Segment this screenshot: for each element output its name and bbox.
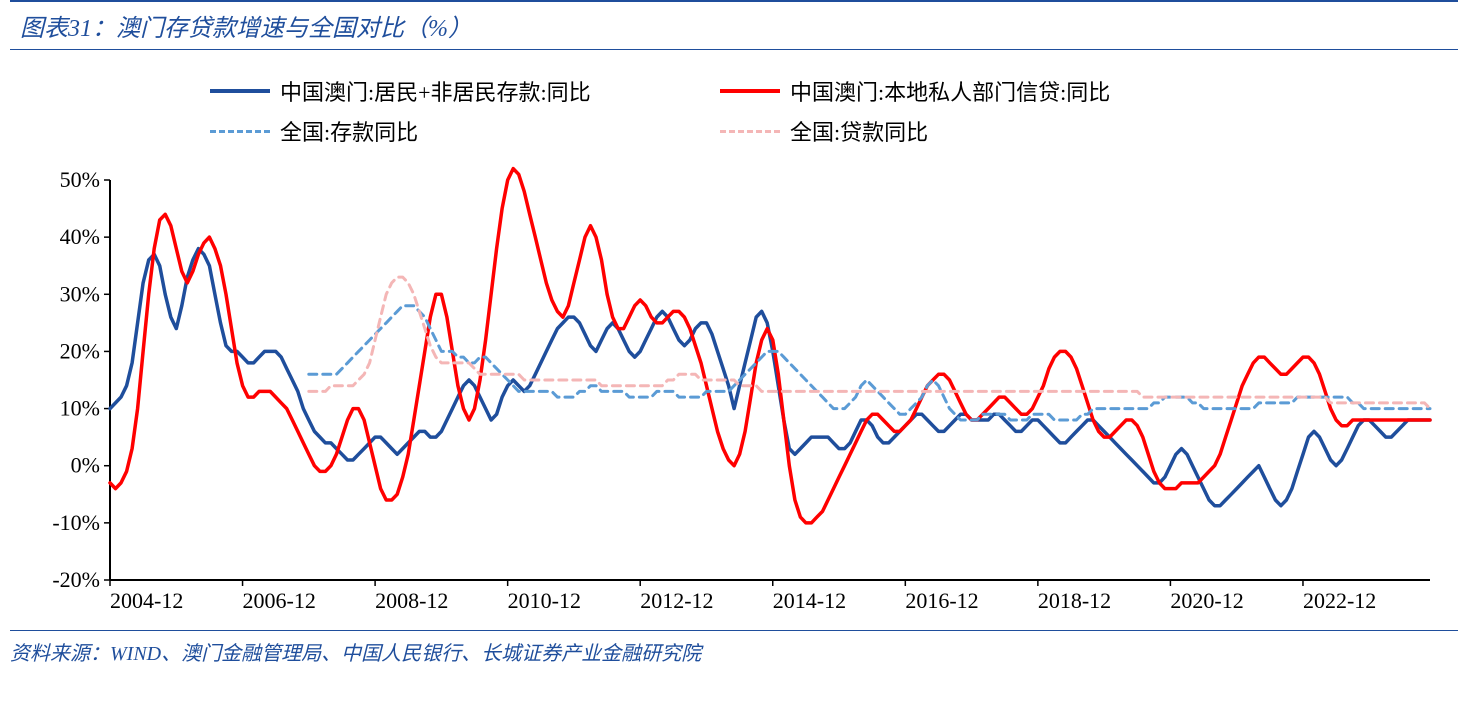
source-bar: 资料来源：WIND、澳门金融管理局、中国人民银行、长城证券产业金融研究院 bbox=[10, 630, 1458, 666]
plot-area: -20% -10% 0% 10% 20% 30% 40% 50% 2004-12 2006-12 2… bbox=[10, 60, 1458, 630]
svg-text:2006-12: 2006-12 bbox=[243, 588, 316, 613]
svg-text:2018-12: 2018-12 bbox=[1038, 588, 1111, 613]
chart-title: 图表31：澳门存贷款增速与全国对比（%） bbox=[20, 16, 472, 42]
svg-text:2016-12: 2016-12 bbox=[905, 588, 978, 613]
svg-text:2004-12: 2004-12 bbox=[110, 588, 183, 613]
svg-text:-10%: -10% bbox=[52, 510, 100, 535]
svg-text:30%: 30% bbox=[60, 281, 100, 306]
svg-text:50%: 50% bbox=[60, 167, 100, 192]
svg-text:2020-12: 2020-12 bbox=[1170, 588, 1243, 613]
source-text: 资料来源：WIND、澳门金融管理局、中国人民银行、长城证券产业金融研究院 bbox=[10, 643, 701, 665]
svg-text:-20%: -20% bbox=[52, 567, 100, 592]
svg-text:10%: 10% bbox=[60, 396, 100, 421]
svg-text:2014-12: 2014-12 bbox=[773, 588, 846, 613]
svg-text:2022-12: 2022-12 bbox=[1303, 588, 1376, 613]
svg-text:40%: 40% bbox=[60, 224, 100, 249]
chart-container: 中国澳门:居民+非居民存款:同比 中国澳门:本地私人部门信贷:同比 全国:存款同… bbox=[10, 60, 1458, 630]
chart-title-bar: 图表31：澳门存贷款增速与全国对比（%） bbox=[10, 0, 1458, 50]
svg-text:20%: 20% bbox=[60, 338, 100, 363]
svg-text:2008-12: 2008-12 bbox=[375, 588, 448, 613]
svg-text:2012-12: 2012-12 bbox=[640, 588, 713, 613]
svg-text:0%: 0% bbox=[71, 453, 100, 478]
svg-text:2010-12: 2010-12 bbox=[508, 588, 581, 613]
